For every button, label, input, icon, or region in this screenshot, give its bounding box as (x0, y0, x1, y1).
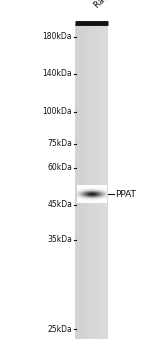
Text: 140kDa: 140kDa (42, 69, 72, 78)
Text: 100kDa: 100kDa (42, 107, 72, 117)
Text: 25kDa: 25kDa (47, 324, 72, 334)
Text: Rat spleen: Rat spleen (92, 0, 130, 10)
Text: 180kDa: 180kDa (42, 32, 72, 41)
Text: 75kDa: 75kDa (47, 139, 72, 148)
Text: PPAT: PPAT (116, 190, 136, 199)
Text: 35kDa: 35kDa (47, 235, 72, 244)
Text: 45kDa: 45kDa (47, 200, 72, 209)
Text: 60kDa: 60kDa (47, 163, 72, 173)
